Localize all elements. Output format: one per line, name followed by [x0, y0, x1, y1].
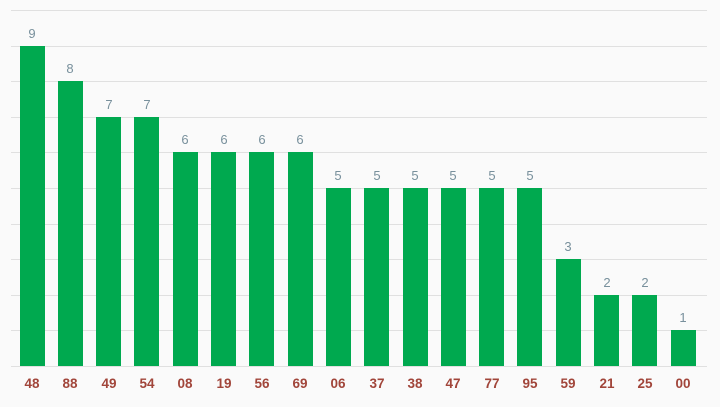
bar-00[interactable]	[671, 330, 696, 366]
gridline	[11, 259, 707, 260]
bar-value-label: 1	[679, 310, 687, 325]
gridline	[11, 224, 707, 225]
bar-value-label: 5	[373, 168, 381, 183]
x-axis-label: 21	[599, 376, 615, 391]
bar-25[interactable]	[632, 295, 657, 366]
bar-value-label: 6	[296, 132, 304, 147]
bar-value-label: 7	[105, 97, 113, 112]
bar-38[interactable]	[403, 188, 428, 366]
gridline	[11, 117, 707, 118]
bar-value-label: 7	[143, 97, 151, 112]
x-axis-label: 08	[177, 376, 193, 391]
x-axis-label: 95	[522, 376, 538, 391]
bar-value-label: 2	[641, 275, 649, 290]
gridline	[11, 188, 707, 189]
x-axis-label: 37	[369, 376, 385, 391]
x-axis-label: 59	[560, 376, 576, 391]
bar-value-label: 6	[181, 132, 189, 147]
bar-69[interactable]	[288, 152, 313, 366]
bar-06[interactable]	[326, 188, 351, 366]
gridline	[11, 295, 707, 296]
x-axis-label: 69	[292, 376, 308, 391]
bar-value-label: 3	[564, 239, 572, 254]
bar-value-label: 8	[66, 61, 74, 76]
bar-49[interactable]	[96, 117, 121, 366]
x-axis-label: 47	[445, 376, 461, 391]
bar-95[interactable]	[517, 188, 542, 366]
x-axis-label: 25	[637, 376, 653, 391]
bar-88[interactable]	[58, 81, 83, 366]
gridline	[11, 152, 707, 153]
bar-value-label: 5	[526, 168, 534, 183]
bar-56[interactable]	[249, 152, 274, 366]
bar-54[interactable]	[134, 117, 159, 366]
gridline	[11, 46, 707, 47]
bar-37[interactable]	[364, 188, 389, 366]
bar-value-label: 5	[488, 168, 496, 183]
bar-value-label: 2	[603, 275, 611, 290]
bar-value-label: 5	[334, 168, 342, 183]
x-axis-label: 48	[24, 376, 40, 391]
x-axis-label: 77	[484, 376, 500, 391]
x-axis-label: 56	[254, 376, 270, 391]
bar-59[interactable]	[556, 259, 581, 366]
bar-value-label: 6	[220, 132, 228, 147]
gridline	[11, 10, 707, 11]
gridline	[11, 330, 707, 331]
x-axis-label: 06	[330, 376, 346, 391]
bar-48[interactable]	[20, 46, 45, 366]
bar-08[interactable]	[173, 152, 198, 366]
x-axis-label: 49	[101, 376, 117, 391]
gridline	[11, 81, 707, 82]
x-axis-label: 00	[675, 376, 691, 391]
x-axis-label: 88	[62, 376, 78, 391]
bar-value-label: 5	[449, 168, 457, 183]
bar-21[interactable]	[594, 295, 619, 366]
x-axis-label: 19	[216, 376, 232, 391]
bar-19[interactable]	[211, 152, 236, 366]
x-axis-label: 38	[407, 376, 423, 391]
gridline	[11, 366, 707, 367]
bar-value-label: 9	[28, 26, 36, 41]
x-axis-label: 54	[139, 376, 155, 391]
bar-value-label: 6	[258, 132, 266, 147]
bar-77[interactable]	[479, 188, 504, 366]
bar-47[interactable]	[441, 188, 466, 366]
bar-value-label: 5	[411, 168, 419, 183]
